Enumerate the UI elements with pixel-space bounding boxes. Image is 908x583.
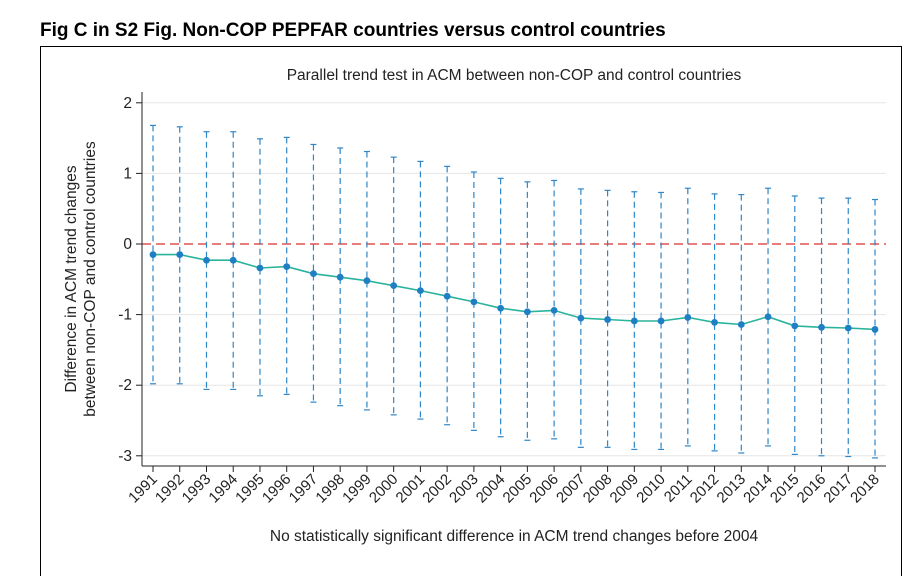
y-tick-label: -2 bbox=[118, 377, 132, 394]
y-tick-label: -1 bbox=[118, 307, 132, 324]
estimate-point bbox=[149, 251, 157, 258]
grid-layer bbox=[142, 102, 886, 457]
x-tick-label: 2010 bbox=[633, 471, 669, 507]
estimate-point bbox=[176, 251, 184, 258]
estimate-point bbox=[764, 313, 772, 321]
x-tick-label: 2000 bbox=[366, 471, 402, 507]
x-tick-label: 1997 bbox=[286, 471, 322, 507]
estimate-point bbox=[417, 287, 424, 294]
estimate-point bbox=[871, 326, 879, 333]
estimate-point bbox=[363, 277, 371, 285]
estimate-point bbox=[657, 317, 665, 325]
x-tick-label: 1991 bbox=[125, 471, 161, 507]
chart-title: Parallel trend test in ACM between non-C… bbox=[287, 67, 742, 84]
x-tick-label: 2007 bbox=[553, 471, 589, 507]
x-tick-label: 1998 bbox=[312, 471, 348, 507]
estimate-point bbox=[310, 270, 317, 278]
x-tick-label: 1996 bbox=[259, 471, 295, 507]
line-layer bbox=[149, 251, 879, 333]
x-tick-label: 2008 bbox=[580, 471, 616, 507]
x-tick-label: 2009 bbox=[607, 471, 643, 507]
estimate-point bbox=[470, 298, 478, 306]
x-tick-label: 2006 bbox=[526, 471, 562, 507]
estimate-point bbox=[390, 282, 398, 290]
estimate-point bbox=[229, 256, 237, 264]
x-tick-label: 2018 bbox=[847, 471, 883, 507]
x-tick-label: 2014 bbox=[740, 471, 776, 507]
estimate-point bbox=[630, 317, 638, 325]
x-tick-label: 2013 bbox=[714, 471, 750, 507]
x-tick-label: 2002 bbox=[419, 471, 455, 507]
x-tick-label: 2005 bbox=[500, 471, 536, 507]
figure-frame bbox=[40, 46, 902, 576]
estimate-point bbox=[791, 322, 799, 330]
estimate-point bbox=[283, 263, 291, 270]
estimate-point bbox=[604, 316, 611, 323]
x-tick-label: 2011 bbox=[661, 471, 696, 506]
estimate-point bbox=[336, 273, 344, 281]
estimate-point bbox=[737, 321, 745, 328]
y-tick-label: 0 bbox=[123, 236, 132, 253]
estimate-point bbox=[711, 318, 718, 326]
x-tick-label: 1992 bbox=[152, 471, 188, 507]
estimate-point bbox=[497, 304, 505, 312]
x-tick-label: 2004 bbox=[473, 471, 509, 507]
x-tick-label: 1994 bbox=[205, 471, 241, 507]
estimate-point bbox=[523, 308, 531, 316]
y-axis-label-line2: between non-COP and control countries bbox=[82, 141, 99, 417]
y-tick-label: -3 bbox=[118, 448, 132, 465]
y-axis-label-line1: Difference in ACM trend changes bbox=[63, 165, 80, 392]
estimate-point bbox=[844, 324, 852, 332]
x-tick-label: 1995 bbox=[232, 471, 268, 507]
estimate-point bbox=[443, 292, 451, 300]
estimate-point bbox=[818, 323, 825, 331]
estimate-point bbox=[203, 256, 210, 264]
estimate-point bbox=[684, 314, 692, 321]
ci-layer bbox=[150, 124, 878, 459]
estimate-point bbox=[577, 314, 585, 322]
x-tick-label: 2012 bbox=[687, 471, 723, 507]
x-tick-label: 1993 bbox=[179, 471, 215, 507]
y-tick-label: 1 bbox=[123, 165, 132, 182]
x-tick-label: 2003 bbox=[446, 471, 482, 507]
x-axis-label: No statistically significant difference … bbox=[270, 528, 759, 545]
x-tick-label: 2016 bbox=[794, 471, 830, 507]
estimate-line bbox=[153, 253, 876, 331]
x-tick-label: 2001 bbox=[393, 471, 429, 507]
figure-title: Fig C in S2 Fig. Non-COP PEPFAR countrie… bbox=[40, 20, 666, 41]
y-tick-label: 2 bbox=[123, 95, 132, 112]
x-tick-label: 2017 bbox=[820, 471, 856, 507]
x-tick-label: 2015 bbox=[767, 471, 803, 507]
x-tick-label: 1999 bbox=[339, 471, 375, 507]
estimate-point bbox=[256, 264, 264, 272]
estimate-point bbox=[550, 306, 558, 314]
